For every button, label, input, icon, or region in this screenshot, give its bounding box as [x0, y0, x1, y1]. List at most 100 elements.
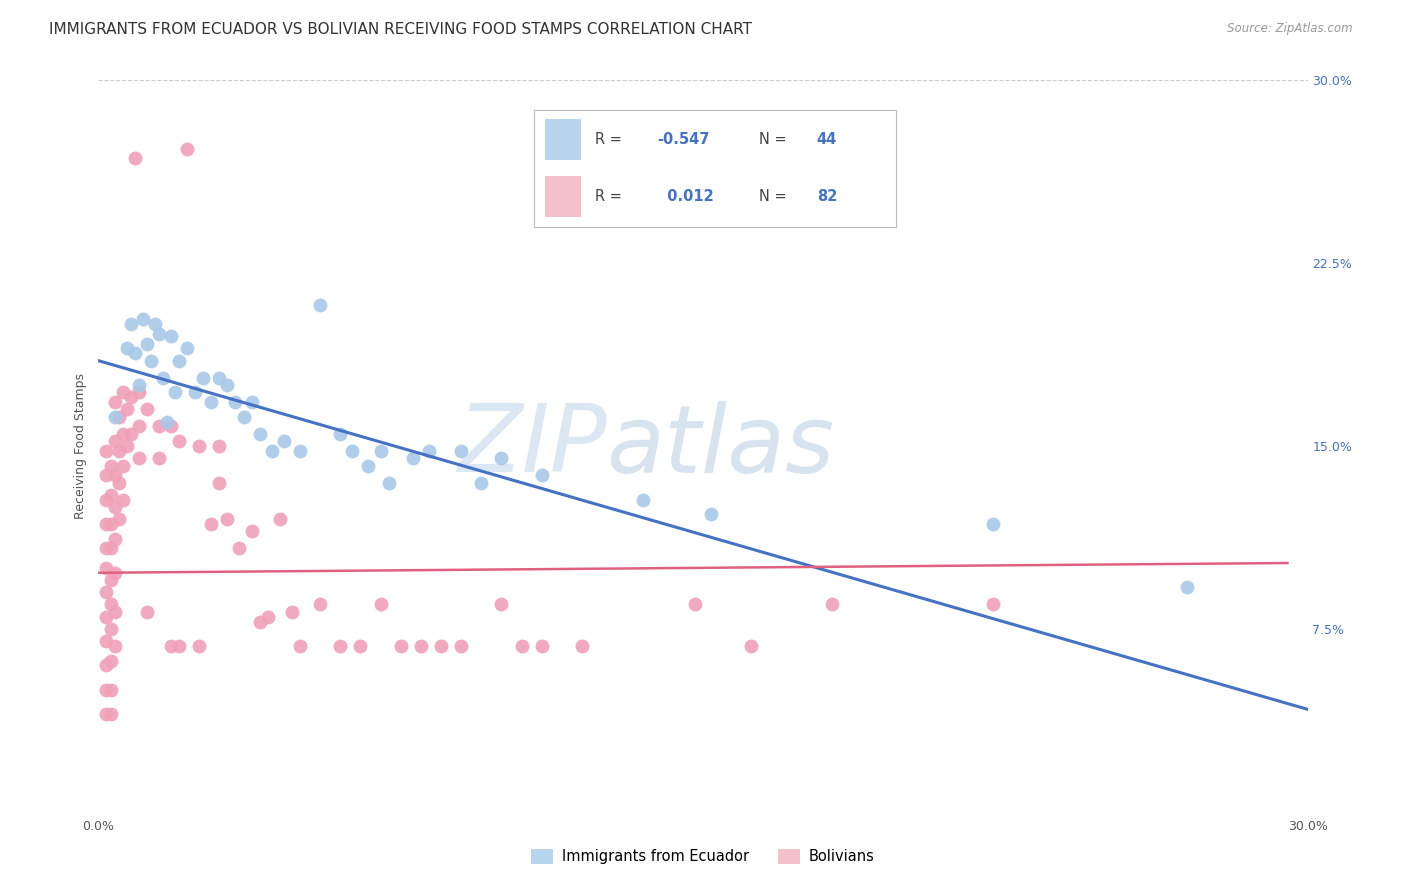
Point	[200, 395, 222, 409]
Point	[167, 434, 190, 449]
Point	[176, 342, 198, 356]
Point	[143, 317, 166, 331]
Point	[148, 451, 170, 466]
Point	[167, 639, 190, 653]
Point	[100, 488, 122, 502]
Point	[450, 443, 472, 458]
Point	[530, 468, 553, 483]
Point	[329, 426, 352, 441]
Point	[389, 639, 412, 653]
Point	[269, 512, 291, 526]
Point	[240, 395, 263, 409]
Point	[100, 654, 122, 668]
Point	[96, 516, 118, 531]
Point	[107, 512, 129, 526]
Point	[152, 370, 174, 384]
Point	[96, 682, 118, 697]
Text: IMMIGRANTS FROM ECUADOR VS BOLIVIAN RECEIVING FOOD STAMPS CORRELATION CHART: IMMIGRANTS FROM ECUADOR VS BOLIVIAN RECE…	[49, 22, 752, 37]
Point	[377, 475, 399, 490]
Point	[188, 439, 211, 453]
Point	[103, 395, 125, 409]
Point	[128, 419, 150, 434]
Y-axis label: Receiving Food Stamps: Receiving Food Stamps	[75, 373, 87, 519]
Point	[132, 312, 155, 326]
Point	[740, 639, 762, 653]
Point	[103, 468, 125, 483]
Point	[402, 451, 425, 466]
Point	[100, 622, 122, 636]
Point	[100, 541, 122, 556]
Point	[115, 439, 138, 453]
Point	[208, 475, 231, 490]
Point	[1175, 581, 1198, 595]
Point	[821, 598, 844, 612]
Point	[288, 639, 311, 653]
Point	[120, 317, 142, 331]
Point	[96, 492, 118, 507]
Point	[135, 402, 157, 417]
Point	[224, 395, 246, 409]
Legend: Immigrants from Ecuador, Bolivians: Immigrants from Ecuador, Bolivians	[526, 843, 880, 871]
Point	[160, 419, 183, 434]
Point	[491, 598, 513, 612]
Point	[249, 426, 271, 441]
Point	[981, 516, 1004, 531]
Point	[128, 451, 150, 466]
Point	[260, 443, 283, 458]
Point	[450, 639, 472, 653]
Point	[683, 598, 706, 612]
Point	[409, 639, 432, 653]
Point	[430, 639, 453, 653]
Point	[139, 353, 162, 368]
Point	[111, 458, 134, 473]
Point	[96, 634, 118, 648]
Point	[163, 385, 186, 400]
Point	[208, 370, 231, 384]
Point	[128, 385, 150, 400]
Point	[193, 370, 215, 384]
Point	[281, 605, 304, 619]
Point	[208, 439, 231, 453]
Point	[188, 639, 211, 653]
Point	[200, 516, 222, 531]
Point	[120, 426, 142, 441]
Point	[370, 598, 392, 612]
Point	[329, 639, 352, 653]
Point	[176, 142, 198, 156]
Point	[103, 409, 125, 424]
Point	[115, 402, 138, 417]
Point	[135, 605, 157, 619]
Point	[120, 390, 142, 404]
Point	[167, 353, 190, 368]
Point	[160, 639, 183, 653]
Point	[103, 639, 125, 653]
Point	[124, 346, 146, 360]
Point	[135, 336, 157, 351]
Point	[96, 468, 118, 483]
Point	[115, 342, 138, 356]
Point	[510, 639, 533, 653]
Point	[100, 707, 122, 722]
Point	[96, 609, 118, 624]
Point	[370, 443, 392, 458]
Point	[103, 500, 125, 514]
Point	[128, 378, 150, 392]
Point	[96, 561, 118, 575]
Text: Source: ZipAtlas.com: Source: ZipAtlas.com	[1227, 22, 1353, 36]
Point	[148, 326, 170, 341]
Point	[228, 541, 250, 556]
Point	[96, 541, 118, 556]
Point	[357, 458, 380, 473]
Point	[107, 409, 129, 424]
Point	[103, 566, 125, 580]
Point	[96, 443, 118, 458]
Point	[148, 419, 170, 434]
Point	[232, 409, 254, 424]
Point	[349, 639, 371, 653]
Point	[491, 451, 513, 466]
Point	[470, 475, 492, 490]
Point	[700, 508, 723, 522]
Point	[273, 434, 295, 449]
Point	[100, 598, 122, 612]
Point	[184, 385, 207, 400]
